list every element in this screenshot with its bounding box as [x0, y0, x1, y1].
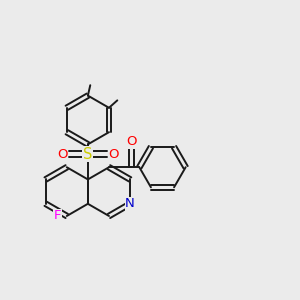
Text: O: O [126, 135, 136, 148]
Text: N: N [125, 197, 135, 210]
Text: S: S [83, 147, 93, 162]
Text: O: O [109, 148, 119, 161]
Text: F: F [54, 209, 62, 223]
Text: O: O [57, 148, 67, 161]
